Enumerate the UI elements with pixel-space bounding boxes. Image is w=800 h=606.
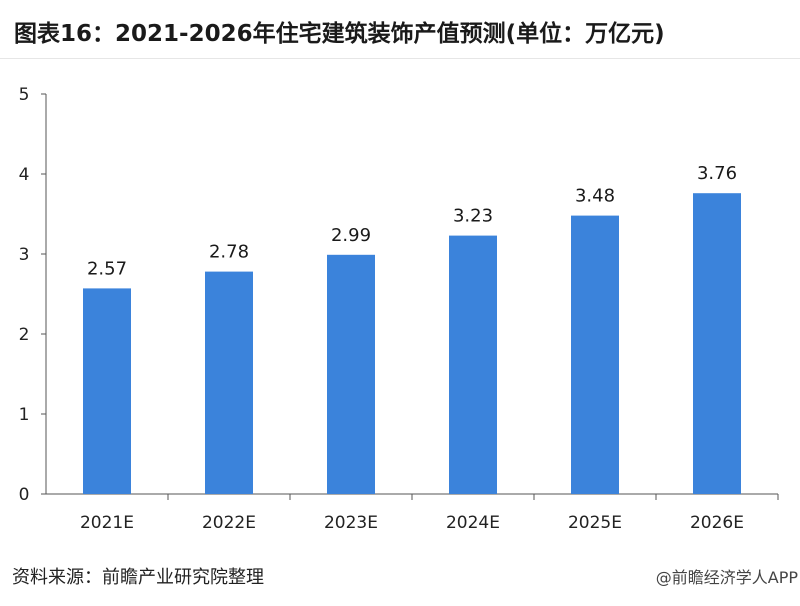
x-tick-label: 2021E xyxy=(80,513,134,533)
data-label: 2.99 xyxy=(331,225,371,246)
data-label: 2.78 xyxy=(209,242,249,263)
chart-bars xyxy=(83,193,741,494)
brand-watermark: @前瞻经济学人APP xyxy=(655,568,798,587)
bar-2021E xyxy=(83,288,131,494)
bar-2026E xyxy=(693,193,741,494)
chart-title: 图表16：2021-2026年住宅建筑装饰产值预测(单位：万亿元) xyxy=(14,21,665,47)
data-label: 3.48 xyxy=(575,186,615,207)
data-label: 3.23 xyxy=(453,206,493,227)
bar-2024E xyxy=(449,235,497,494)
x-tick-label: 2023E xyxy=(324,513,378,533)
x-tick-label: 2026E xyxy=(690,513,744,533)
bar-2023E xyxy=(327,254,375,494)
data-label: 2.57 xyxy=(87,258,127,279)
x-tick-label: 2024E xyxy=(446,513,500,533)
y-tick-label: 5 xyxy=(19,85,30,105)
y-tick-label: 4 xyxy=(19,165,30,185)
bar-2022E xyxy=(205,271,253,494)
y-tick-label: 1 xyxy=(19,405,30,425)
x-tick-label: 2022E xyxy=(202,513,256,533)
source-note: 资料来源：前瞻产业研究院整理 xyxy=(12,567,264,588)
y-tick-label: 3 xyxy=(19,245,30,265)
chart-data-labels: 2.57 2.78 2.99 3.23 3.48 3.76 xyxy=(87,163,737,279)
x-tick-label: 2025E xyxy=(568,513,622,533)
title-divider xyxy=(0,58,800,59)
y-tick-label: 0 xyxy=(19,485,30,505)
y-tick-label: 2 xyxy=(19,325,30,345)
chart-axes: 0 1 2 3 4 5 2021E 2022E 2023E 2024E 2025E 2026E xyxy=(19,85,779,533)
data-label: 3.76 xyxy=(697,163,737,184)
bar-2025E xyxy=(571,215,619,494)
